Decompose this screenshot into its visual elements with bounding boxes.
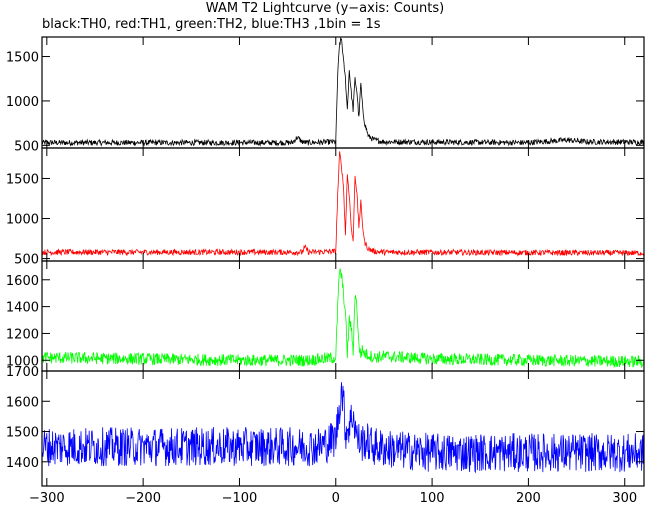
y-tick-label: 1400 [6,456,39,471]
x-tick-label: 300 [612,491,637,505]
x-tick-label: 0 [332,491,340,505]
y-tick-label: 1400 [6,301,39,316]
x-tick-label: −200 [125,491,161,505]
y-tick-label: 1000 [6,95,39,110]
series-line-th3 [42,382,644,474]
y-tick-label: 1600 [6,395,39,410]
x-tick-label: −100 [222,491,258,505]
y-tick-label: 1200 [6,327,39,342]
x-tick-label: −300 [29,491,65,505]
chart-title: WAM T2 Lightcurve (y−axis: Counts) [205,1,445,16]
y-tick-label: 1000 [6,354,39,369]
panel-frame-3 [41,260,645,372]
y-tick-label: 1500 [6,172,39,187]
y-tick-label: 500 [14,253,39,268]
y-tick-label: 1700 [6,365,39,380]
series-line-th0 [42,37,644,147]
series-line-th2 [42,268,644,369]
panel-frame-2 [41,147,645,262]
y-tick-label: 1000 [6,213,39,228]
panel-frame-4 [41,370,645,487]
chart-subtitle: black:TH0, red:TH1, green:TH2, blue:TH3 … [42,17,381,32]
x-tick-label: 200 [516,491,541,505]
x-tick-label: 100 [420,491,445,505]
y-tick-label: 500 [14,139,39,154]
y-tick-label: 1600 [6,274,39,289]
series-line-th1 [42,151,644,257]
y-tick-label: 1500 [6,51,39,66]
y-tick-label: 1500 [6,426,39,441]
